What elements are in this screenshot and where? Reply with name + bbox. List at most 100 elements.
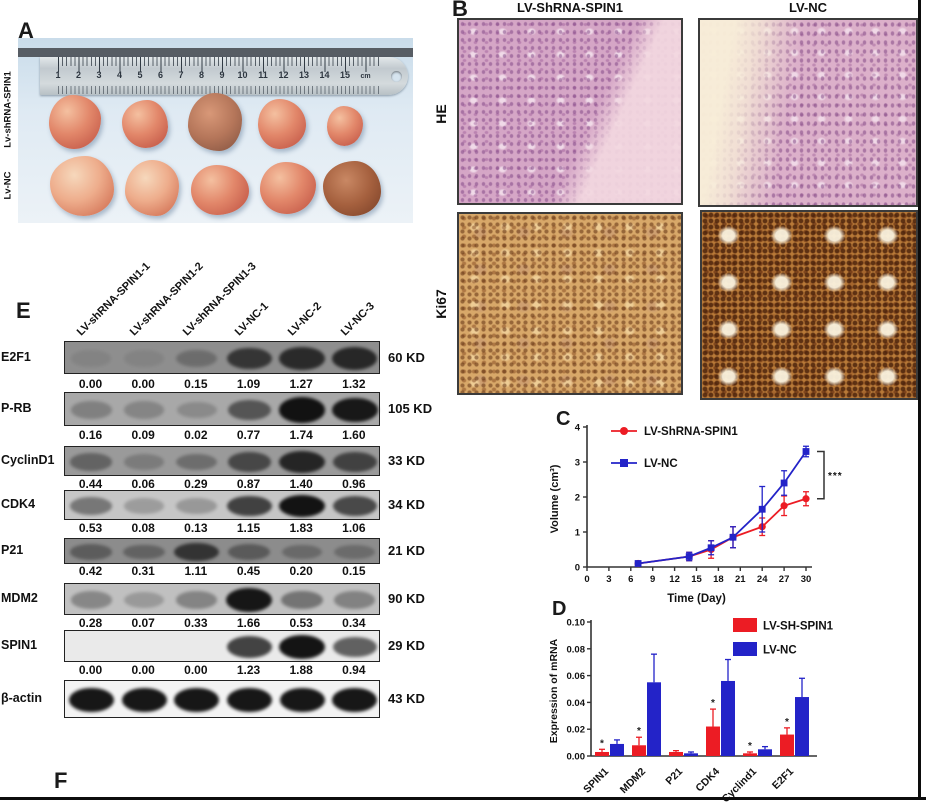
blot-quantification: 0.07 [131,616,155,630]
ruler-number: 3 [96,70,102,80]
tumor-specimen [49,95,101,149]
blot-band [176,350,217,367]
blot-band [121,687,167,713]
tumor-specimen [323,160,381,216]
svg-text:*: * [711,698,715,709]
blot-quantification: 0.02 [184,428,208,442]
svg-text:P21: P21 [663,766,685,788]
ruler-number: 8 [198,70,204,80]
blot-quantification: 1.32 [342,377,366,391]
blot-quantification: 0.31 [131,564,155,578]
ruler-number: 6 [157,70,163,80]
ruler-number: 14 [319,70,330,80]
blot-kd-label: 33 KD [388,453,425,468]
panel-f-label: F [54,768,68,793]
ki67-image-shrna [457,212,683,395]
blot-quantification: 0.96 [342,477,366,491]
blot-band [332,636,377,658]
blot-quantification: 1.11 [184,564,208,578]
blot-protein-label: P21 [1,543,24,557]
tumor-specimen [125,160,179,216]
svg-text:CDK4: CDK4 [693,766,722,795]
blot-strip [64,446,380,476]
blot-band [279,347,325,370]
panel-f-top-rule [0,797,926,800]
blot-band [279,451,325,473]
tumor-volume-chart: 0 3 6 9 12 15 18 21 24 27 30 0 1 2 3 4 Time (Day) Volume … [545,405,875,610]
blot-band [279,687,325,713]
blot-quantification: 0.00 [78,663,103,677]
svg-text:12: 12 [669,574,680,585]
blot-strip [64,583,380,615]
blot-quantification: 1.09 [236,377,261,391]
tumor-specimen [258,99,306,149]
svg-text:LV-SH-SPIN1: LV-SH-SPIN1 [763,621,834,633]
svg-text:*: * [637,726,641,737]
panel-b-col-title-shrna: LV-ShRNA-SPIN1 [517,0,623,15]
blot-band [332,495,377,517]
tumor-specimen [191,165,249,215]
ruler-number: 15 [339,70,350,80]
blot-quantification: 1.74 [289,428,313,442]
blot-band [70,497,113,515]
blot-quantification: 0.00 [184,663,208,677]
ruler-number: 1 [55,70,61,80]
blot-quantification: 0.15 [342,564,366,578]
ruler-number: 10 [237,70,248,80]
blot-quantification: 0.42 [78,564,103,578]
blot-band [279,495,325,517]
panel-b-row-label-ki67: Ki67 [433,289,449,319]
ruler-bottom-ticks [58,86,382,94]
blot-band [123,591,165,609]
blot-quantification: 0.00 [131,663,155,677]
blot-kd-label: 105 KD [388,401,433,416]
lane-label: LV-NC-2 [285,300,324,339]
blot-quantification: 0.34 [342,616,366,630]
svg-text:0.10: 0.10 [567,618,586,629]
svg-text:*: * [748,741,752,752]
panel-b-col-title-nc: LV-NC [788,0,828,15]
svg-text:MDM2: MDM2 [618,766,648,796]
blot-band [123,454,165,470]
svg-text:LV-NC: LV-NC [763,645,797,657]
ruler-unit: cm [360,73,371,80]
svg-text:0.06: 0.06 [567,671,586,682]
ruler [40,57,408,95]
blot-quantification: 0.00 [131,377,155,391]
blot-quantification: 0.00 [78,377,103,391]
svg-text:2: 2 [575,493,580,504]
blot-protein-label: CDK4 [1,497,36,511]
blot-quantification: 1.15 [236,521,261,535]
svg-text:0: 0 [584,574,589,585]
blot-kd-label: 90 KD [388,591,425,606]
lane-label: LV-NC-3 [338,300,377,339]
blot-quantification: 0.29 [184,477,208,491]
blot-quantification: 0.33 [184,616,208,630]
ruler-number: 7 [178,70,184,80]
blot-band [227,452,272,472]
svg-text:E2F1: E2F1 [770,766,796,792]
blot-quantification: 1.88 [289,663,313,677]
blot-strip [64,490,380,520]
tumor-specimen [50,156,114,216]
blot-band [176,453,218,471]
blot-band [123,498,165,514]
svg-text:0.08: 0.08 [567,644,586,655]
blot-band [71,401,112,419]
blot-band [279,635,325,659]
blot-quantification: 1.66 [236,616,261,630]
blot-quantification: 0.15 [184,377,208,391]
svg-text:1: 1 [575,528,581,539]
blot-quantification: 0.45 [236,564,261,578]
mrna-expression-chart: 0.00 0.02 0.04 0.06 0.08 0.10 Expression of mR… [545,598,875,806]
blot-kd-label: 43 KD [388,691,425,706]
panel-b-row-label-he: HE [433,104,449,124]
blot-band [226,687,272,713]
blot-band [226,588,273,612]
he-image-shrna [457,18,683,205]
blot-kd-label: 21 KD [388,543,425,558]
blot-strip [64,538,380,564]
blot-quantification: 0.28 [78,616,103,630]
ruler-number: 2 [75,70,81,80]
